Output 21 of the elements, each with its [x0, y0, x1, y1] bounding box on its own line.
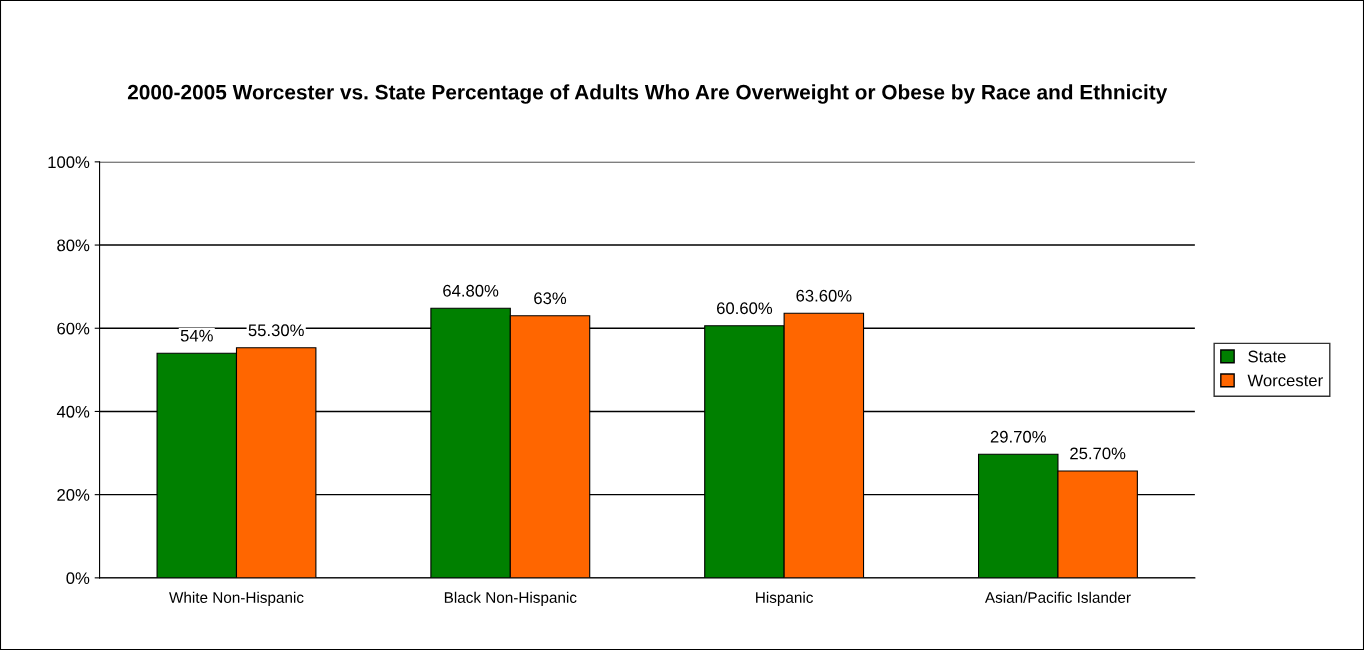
data-label: 63% [534, 292, 567, 305]
legend-label: Worcester [1247, 374, 1323, 387]
x-tick-label: White Non-Hispanic [169, 591, 304, 606]
data-label: 64.80% [443, 284, 499, 297]
x-tick-label: Black Non-Hispanic [444, 591, 577, 606]
legend-label: State [1248, 350, 1286, 363]
y-tick-label: 20% [57, 489, 90, 501]
data-label: 60.60% [717, 302, 773, 315]
data-label: 55.30% [248, 324, 304, 337]
data-label: 63.60% [796, 289, 852, 302]
data-label: 25.70% [1070, 447, 1126, 460]
data-label: 29.70% [990, 430, 1046, 443]
y-tick-label: 80% [57, 239, 90, 252]
chart-title: 2000-2005 Worcester vs. State Percentage of Adults Who Are Overweight or Obese by Race and Ethnicity [127, 84, 1168, 104]
data-label: 54% [180, 329, 213, 342]
x-tick-label: Hispanic [756, 591, 814, 606]
y-tick-label: 60% [57, 322, 90, 335]
y-tick-label: 40% [56, 405, 90, 418]
y-tick-label: 100% [48, 156, 90, 169]
y-tick-label: 0% [66, 572, 90, 585]
x-tick-label: Asian/Pacific Islander [984, 591, 1131, 603]
